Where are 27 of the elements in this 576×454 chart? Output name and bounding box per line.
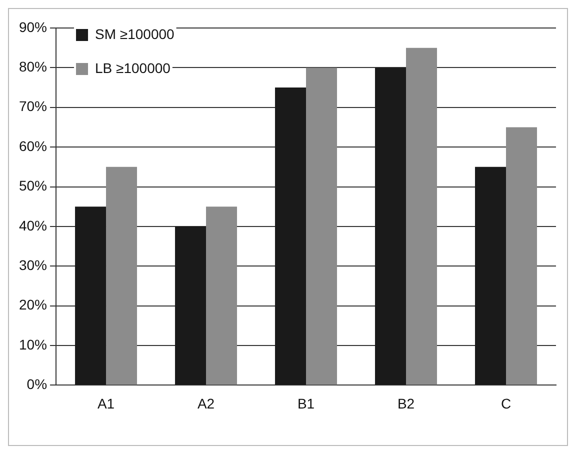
x-tick-label: A1 (97, 395, 115, 412)
bar (106, 166, 138, 385)
y-tick-label: 70% (18, 98, 48, 114)
bar (475, 166, 506, 385)
bar (75, 206, 106, 385)
y-tick-label: 10% (18, 336, 48, 352)
bar (206, 206, 238, 385)
bar (175, 226, 206, 385)
y-tick-label: 20% (18, 296, 48, 313)
y-tick-label: 80% (18, 58, 48, 75)
y-tick-label: 60% (18, 138, 48, 154)
x-tick-label: B2 (397, 395, 415, 412)
legend-label: LB ≥100000 (95, 60, 171, 76)
y-tick-label: 40% (18, 217, 48, 234)
bar (375, 68, 406, 385)
x-tick-label: C (500, 395, 512, 412)
bar (306, 68, 338, 385)
y-tick-label: 30% (18, 256, 48, 273)
y-tick-label: 50% (18, 178, 48, 194)
x-tick-label: A2 (197, 395, 215, 412)
y-tick-label: 0% (26, 376, 48, 392)
bar (275, 88, 306, 385)
bar (506, 127, 537, 385)
x-tick-label: B1 (297, 395, 315, 412)
bar (406, 48, 438, 385)
y-tick-label: 90% (18, 18, 48, 35)
legend-label: SM ≥100000 (95, 26, 175, 42)
